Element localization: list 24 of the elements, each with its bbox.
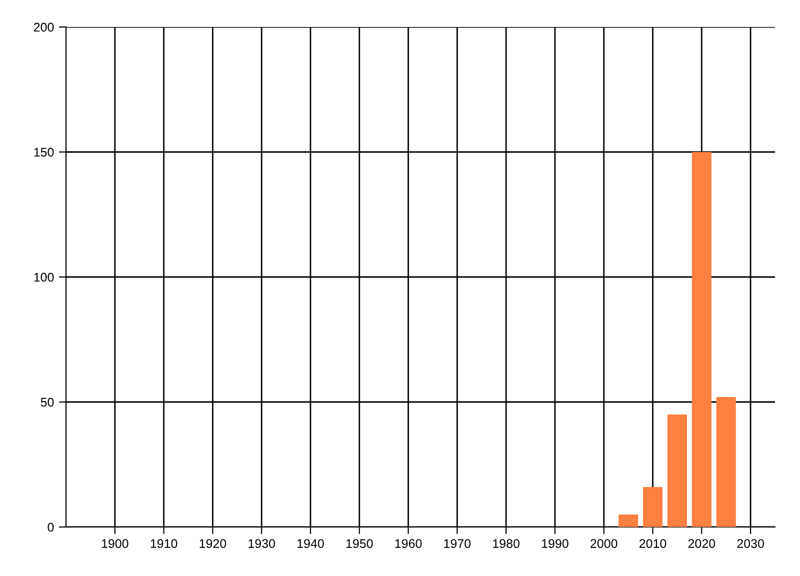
x-tick-label: 1960 [395, 539, 422, 548]
x-tick-label: 2030 [737, 539, 764, 548]
bar [667, 414, 687, 527]
bar [642, 487, 663, 527]
x-tick-label: 1940 [298, 539, 324, 548]
x-tick-label: 1910 [150, 539, 178, 548]
y-tick-label: 0 [48, 522, 54, 532]
y-tick-label: 50 [40, 398, 54, 407]
bar [618, 514, 638, 527]
x-tick-label: 2020 [688, 539, 716, 548]
y-tick-label: 100 [34, 272, 54, 282]
bar [692, 152, 712, 527]
bar [716, 397, 736, 527]
y-tick-label: 150 [34, 148, 54, 157]
x-tick-label: 2000 [590, 539, 618, 548]
x-tick-label: 1970 [444, 539, 471, 548]
x-tick-label: 1900 [102, 539, 128, 548]
x-tick-label: 1950 [346, 539, 373, 548]
x-tick-label: 1980 [493, 539, 520, 548]
x-tick-label: 1920 [200, 539, 226, 548]
y-tick-label: 200 [34, 22, 54, 32]
x-tick-label: 2010 [639, 539, 666, 548]
x-tick-label: 1930 [248, 539, 275, 548]
x-tick-label: 1990 [542, 539, 568, 548]
